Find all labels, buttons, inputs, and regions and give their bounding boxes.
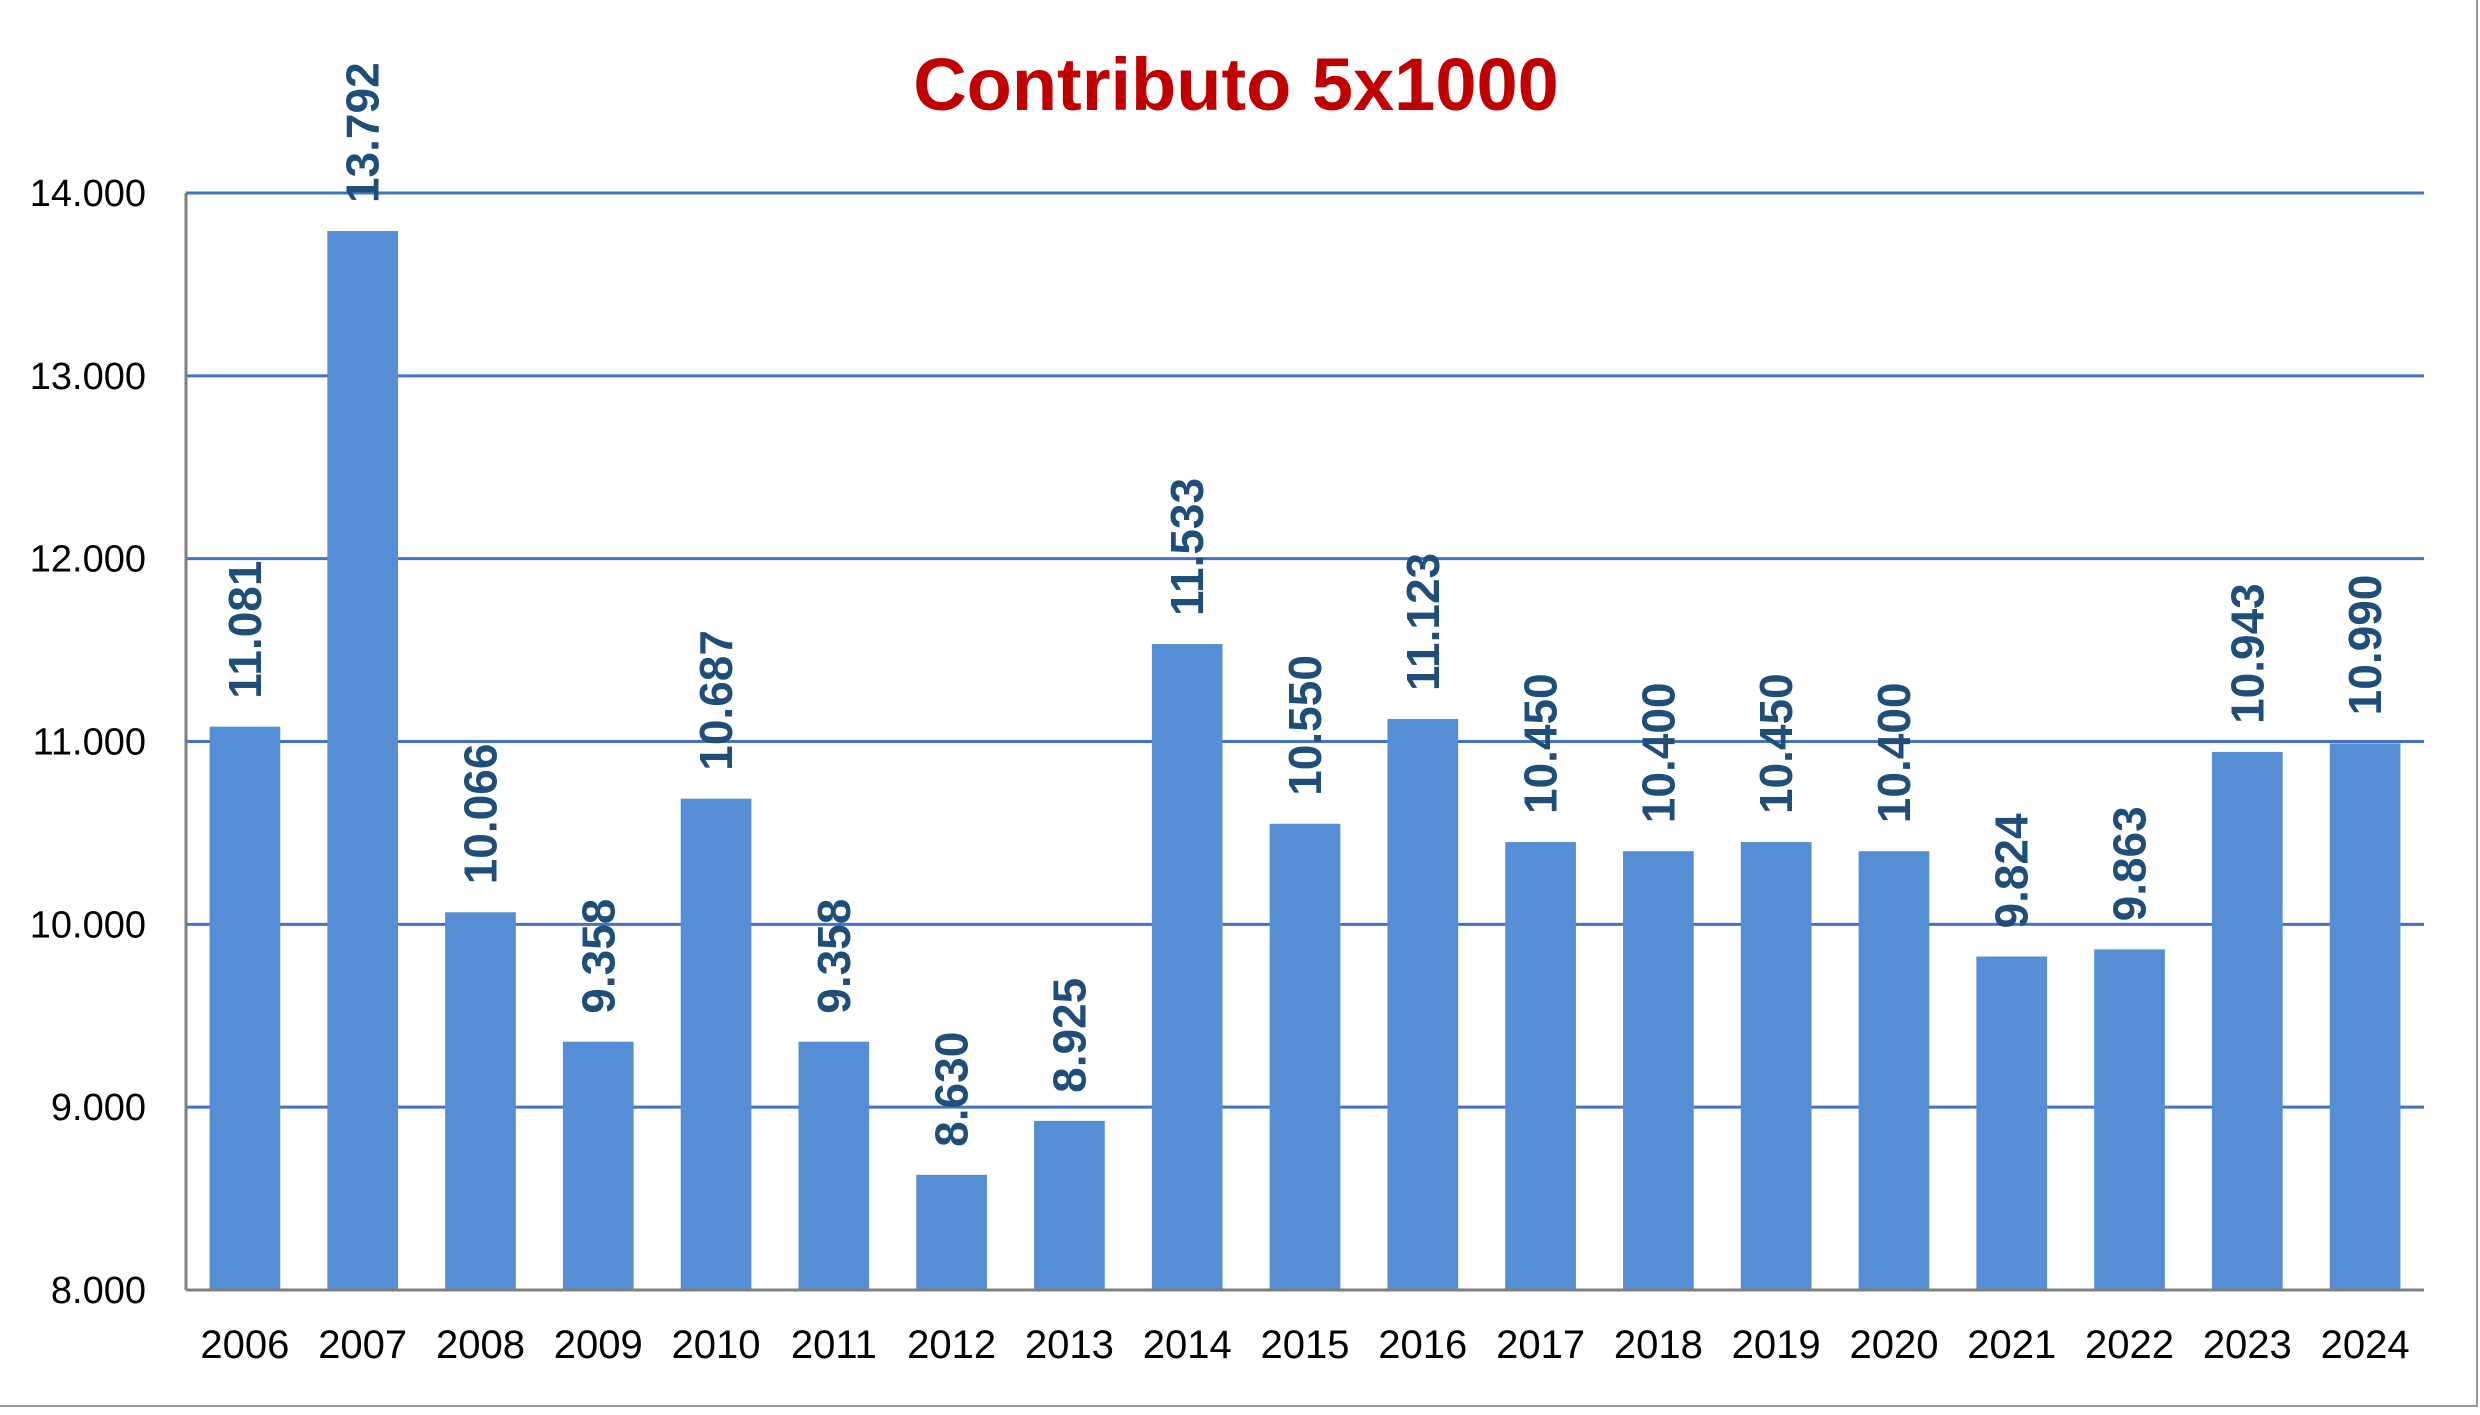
bar xyxy=(1740,842,1812,1290)
x-tick-label: 2016 xyxy=(1378,1323,1467,1367)
x-tick-label: 2023 xyxy=(2203,1323,2292,1367)
x-tick-label: 2010 xyxy=(672,1323,761,1367)
data-label: 13.792 xyxy=(337,62,389,203)
y-axis-ticks: 8.000 9.000 10.000 11.000 12.000 13.000 14.000 xyxy=(30,173,146,1312)
data-label: 10.066 xyxy=(454,744,506,885)
bar xyxy=(562,1041,634,1290)
y-tick-label: 13.000 xyxy=(30,356,146,398)
x-tick-label: 2024 xyxy=(2321,1323,2410,1367)
chart-title: Contributo 5x1000 xyxy=(913,43,1559,126)
x-tick-label: 2008 xyxy=(436,1323,525,1367)
bar xyxy=(1976,956,2048,1290)
bar xyxy=(2329,743,2401,1290)
data-label: 11.533 xyxy=(1161,478,1213,616)
y-tick-label: 12.000 xyxy=(30,539,146,581)
axes xyxy=(184,193,2424,1292)
bar xyxy=(916,1174,987,1290)
x-tick-label: 2020 xyxy=(1849,1323,1938,1367)
bar xyxy=(2211,751,2283,1290)
data-label: 8.925 xyxy=(1043,978,1095,1093)
bar xyxy=(680,798,752,1290)
x-tick-label: 2006 xyxy=(200,1323,289,1367)
y-tick-label: 8.000 xyxy=(51,1270,146,1312)
data-label: 10.400 xyxy=(1632,682,1684,823)
x-tick-label: 2013 xyxy=(1025,1323,1114,1367)
x-tick-label: 2018 xyxy=(1614,1323,1703,1367)
x-tick-label: 2022 xyxy=(2085,1323,2174,1367)
y-tick-label: 9.000 xyxy=(51,1087,146,1129)
y-tick-label: 14.000 xyxy=(30,173,146,215)
bar xyxy=(2094,949,2165,1290)
y-tick-label: 10.000 xyxy=(30,904,146,946)
bar xyxy=(1387,719,1459,1290)
bar xyxy=(209,726,281,1290)
x-tick-label: 2017 xyxy=(1496,1323,1585,1367)
x-tick-label: 2019 xyxy=(1732,1323,1821,1367)
data-label: 9.863 xyxy=(2104,806,2156,921)
x-tick-label: 2021 xyxy=(1967,1323,2056,1367)
data-label: 8.630 xyxy=(926,1032,978,1147)
bar xyxy=(327,231,399,1291)
bar xyxy=(1505,842,1576,1290)
bar xyxy=(1151,644,1223,1290)
y-tick-label: 11.000 xyxy=(33,722,146,764)
bars xyxy=(209,231,2401,1291)
data-label: 10.687 xyxy=(690,630,742,771)
x-tick-label: 2007 xyxy=(318,1323,407,1367)
bar xyxy=(798,1041,870,1290)
data-label: 10.450 xyxy=(1515,673,1567,814)
data-label: 10.990 xyxy=(2339,575,2391,716)
bar xyxy=(445,912,516,1290)
data-label: 11.123 xyxy=(1397,553,1449,691)
data-label: 9.358 xyxy=(572,899,624,1014)
data-labels: 11.081 13.792 10.066 9.358 10.687 9.358 8.630 8… xyxy=(219,62,2391,1146)
data-label: 9.824 xyxy=(1986,813,2038,929)
x-axis-ticks: 2006 2007 2008 2009 2010 2011 2012 2013 2014 2015… xyxy=(200,1323,2409,1367)
data-label: 11.081 xyxy=(219,561,271,699)
x-tick-label: 2011 xyxy=(791,1323,877,1367)
x-tick-label: 2009 xyxy=(554,1323,643,1367)
bar xyxy=(1269,823,1341,1290)
data-label: 10.450 xyxy=(1750,673,1802,814)
bar xyxy=(1623,851,1694,1290)
x-tick-label: 2014 xyxy=(1143,1323,1232,1367)
data-label: 9.358 xyxy=(808,899,860,1014)
data-label: 10.400 xyxy=(1868,682,1920,823)
data-label: 10.550 xyxy=(1279,655,1331,796)
data-label: 10.943 xyxy=(2221,583,2273,724)
bar xyxy=(1858,851,1930,1290)
gridlines xyxy=(186,191,2424,1109)
x-tick-label: 2015 xyxy=(1261,1323,1350,1367)
bar xyxy=(1034,1120,1105,1290)
x-tick-label: 2012 xyxy=(907,1323,996,1367)
